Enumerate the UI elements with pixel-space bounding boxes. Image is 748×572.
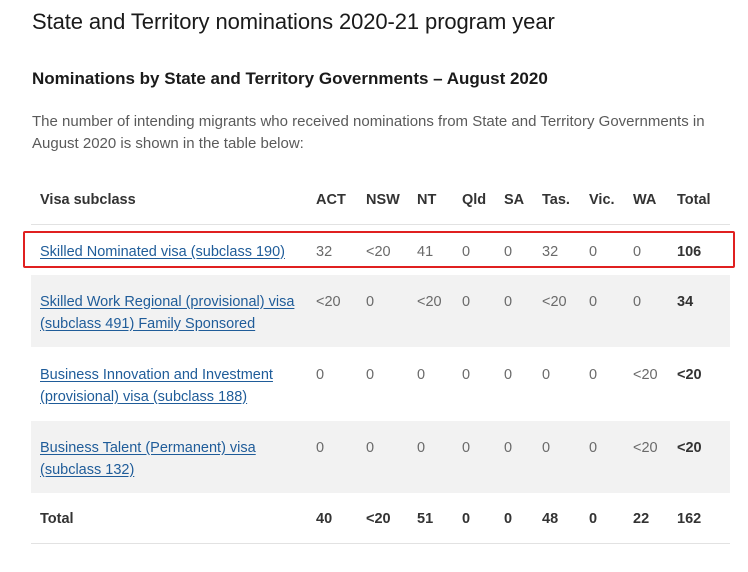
value-vic: 0 bbox=[589, 420, 633, 494]
value-nsw: 0 bbox=[366, 347, 417, 421]
header-act: ACT bbox=[316, 178, 366, 225]
value-wa: <20 bbox=[633, 420, 677, 494]
total-sa: 0 bbox=[504, 493, 542, 544]
value-nt: 0 bbox=[417, 420, 462, 494]
value-nsw: <20 bbox=[366, 224, 417, 275]
value-tas: <20 bbox=[542, 274, 589, 348]
total-label: Total bbox=[31, 493, 316, 544]
value-tas: 32 bbox=[542, 224, 589, 275]
value-qld: 0 bbox=[462, 224, 504, 275]
table-total-row: Total 40 <20 51 0 0 48 0 22 162 bbox=[31, 493, 730, 544]
value-total: <20 bbox=[677, 347, 730, 421]
section-heading: Nominations by State and Territory Gover… bbox=[32, 69, 548, 88]
total-vic: 0 bbox=[589, 493, 633, 544]
value-act: 0 bbox=[316, 420, 366, 494]
value-tas: 0 bbox=[542, 347, 589, 421]
value-nt: 41 bbox=[417, 224, 462, 275]
visa-188-link[interactable]: Business Innovation and Investment (prov… bbox=[40, 366, 273, 405]
value-vic: 0 bbox=[589, 347, 633, 421]
total-nt: 51 bbox=[417, 493, 462, 544]
visa-subclass-cell: Skilled Work Regional (provisional) visa… bbox=[31, 274, 316, 348]
header-nsw: NSW bbox=[366, 178, 417, 225]
value-sa: 0 bbox=[504, 274, 542, 348]
value-tas: 0 bbox=[542, 420, 589, 494]
value-act: <20 bbox=[316, 274, 366, 348]
value-wa: <20 bbox=[633, 347, 677, 421]
table-row: Skilled Work Regional (provisional) visa… bbox=[31, 274, 730, 348]
value-total: 34 bbox=[677, 274, 730, 348]
value-act: 32 bbox=[316, 224, 366, 275]
visa-132-link[interactable]: Business Talent (Permanent) visa (subcla… bbox=[40, 439, 256, 478]
value-wa: 0 bbox=[633, 274, 677, 348]
value-vic: 0 bbox=[589, 224, 633, 275]
visa-subclass-cell: Business Innovation and Investment (prov… bbox=[31, 347, 316, 421]
header-sa: SA bbox=[504, 178, 542, 225]
visa-491-link[interactable]: Skilled Work Regional (provisional) visa… bbox=[40, 293, 295, 332]
table-row: Business Talent (Permanent) visa (subcla… bbox=[31, 420, 730, 494]
value-nsw: 0 bbox=[366, 274, 417, 348]
total-grand: 162 bbox=[677, 493, 730, 544]
header-total: Total bbox=[677, 178, 730, 225]
header-visa-subclass: Visa subclass bbox=[31, 178, 316, 225]
page-title: State and Territory nominations 2020-21 … bbox=[32, 9, 555, 34]
header-qld: Qld bbox=[462, 178, 504, 225]
header-tas: Tas. bbox=[542, 178, 589, 225]
intro-text: The number of intending migrants who rec… bbox=[32, 113, 705, 152]
total-act: 40 bbox=[316, 493, 366, 544]
value-nt: 0 bbox=[417, 347, 462, 421]
value-qld: 0 bbox=[462, 347, 504, 421]
value-act: 0 bbox=[316, 347, 366, 421]
value-total: 106 bbox=[677, 224, 730, 275]
table-row: Business Innovation and Investment (prov… bbox=[31, 347, 730, 421]
total-nsw: <20 bbox=[366, 493, 417, 544]
total-qld: 0 bbox=[462, 493, 504, 544]
header-vic: Vic. bbox=[589, 178, 633, 225]
total-tas: 48 bbox=[542, 493, 589, 544]
table-header-row: Visa subclass ACT NSW NT Qld SA Tas. Vic… bbox=[31, 178, 730, 225]
value-qld: 0 bbox=[462, 420, 504, 494]
value-vic: 0 bbox=[589, 274, 633, 348]
value-nt: <20 bbox=[417, 274, 462, 348]
header-nt: NT bbox=[417, 178, 462, 225]
visa-190-link[interactable]: Skilled Nominated visa (subclass 190) bbox=[40, 243, 285, 260]
visa-subclass-cell: Business Talent (Permanent) visa (subcla… bbox=[31, 420, 316, 494]
nominations-table: Visa subclass ACT NSW NT Qld SA Tas. Vic… bbox=[31, 178, 730, 544]
table-row: Skilled Nominated visa (subclass 190) 32… bbox=[31, 224, 730, 275]
header-wa: WA bbox=[633, 178, 677, 225]
value-total: <20 bbox=[677, 420, 730, 494]
total-wa: 22 bbox=[633, 493, 677, 544]
value-sa: 0 bbox=[504, 347, 542, 421]
value-qld: 0 bbox=[462, 274, 504, 348]
value-sa: 0 bbox=[504, 420, 542, 494]
value-nsw: 0 bbox=[366, 420, 417, 494]
value-sa: 0 bbox=[504, 224, 542, 275]
visa-subclass-cell: Skilled Nominated visa (subclass 190) bbox=[31, 224, 316, 275]
value-wa: 0 bbox=[633, 224, 677, 275]
